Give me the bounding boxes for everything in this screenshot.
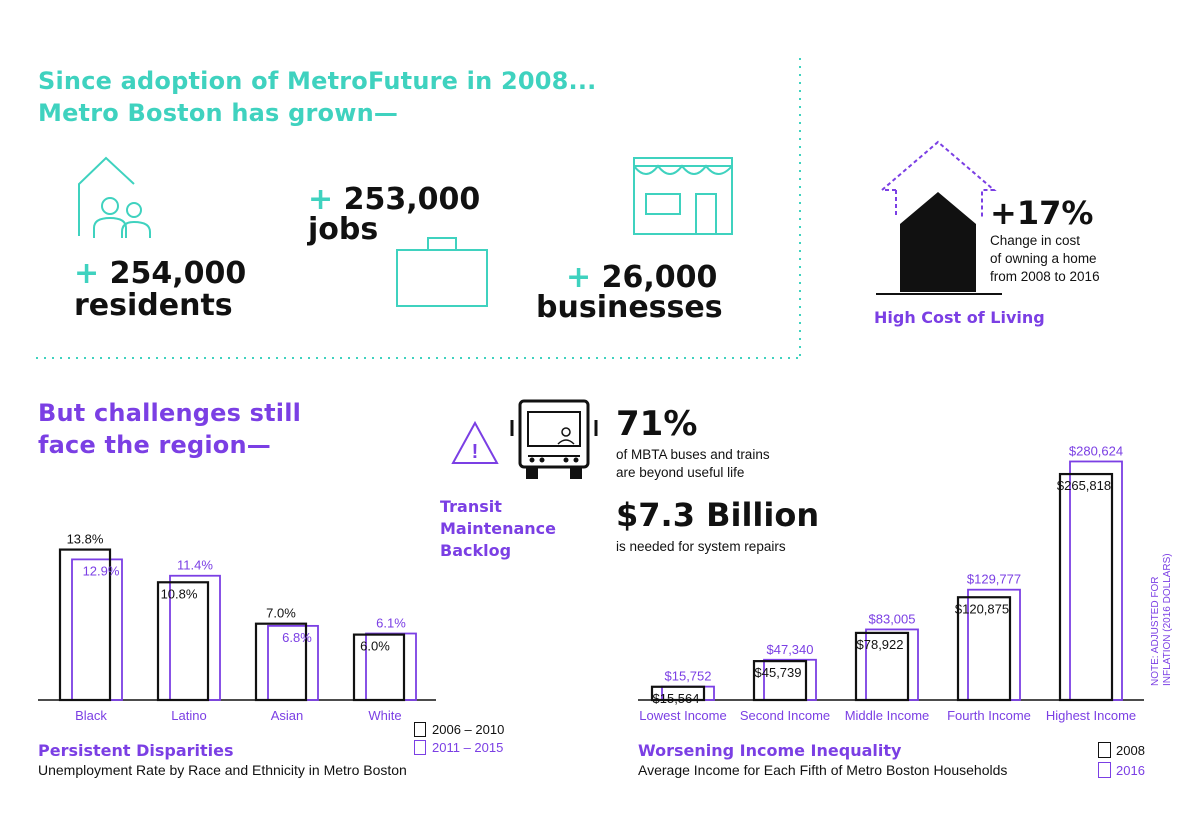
bar-2006 – 2010 [58,548,112,702]
house-people-icon [78,156,151,238]
bar-2008 [854,631,910,702]
legend-item-2006-2010: 2006 – 2010 [414,720,504,738]
bar-2016 [1069,460,1123,701]
cost-desc-line2: of owning a home [990,251,1097,266]
income-legend: 2008 2016 [1098,740,1145,780]
income-note: NOTE: ADJUSTED FOR INFLATION (2016 DOLLA… [1150,553,1173,686]
house-arrow-icon [876,140,1002,295]
legend-swatch [1098,742,1111,758]
cost-desc-line1: Change in cost [990,233,1081,248]
income-title: Worsening Income Inequality [638,741,902,760]
briefcase-icon [396,237,488,307]
unemployment-chart: 13.8% 12.9% Black 11.4% 10.8% Latino 7.0% 6.8% A… [38,532,436,723]
income-subtitle: Average Income for Each Fifth of Metro B… [638,762,1008,778]
bus-icon [510,399,598,479]
bar-2008 [752,660,808,702]
data-label: $78,922 [857,637,904,652]
bar-2008 [650,685,706,702]
data-label: $15,752 [665,669,712,684]
data-label: 12.9% [83,563,120,578]
disparities-title: Persistent Disparities [38,741,234,760]
storefront-icon [633,157,733,235]
tick-label: Middle Income [845,708,930,723]
data-label: $280,624 [1069,443,1123,458]
data-label: 13.8% [67,532,104,547]
cost-desc-line3: from 2008 to 2016 [990,269,1100,284]
bar-2008 [1058,472,1114,702]
data-label: 6.1% [376,616,406,631]
data-label: $129,777 [967,572,1021,587]
header-line1: Since adoption of MetroFuture in 2008... [38,67,597,95]
data-label: 7.0% [266,606,296,621]
data-label: $83,005 [869,611,916,626]
legend-swatch [414,721,426,737]
legend-item-2011-2015: 2011 – 2015 [414,738,504,756]
bar-2006 – 2010 [352,633,406,702]
businesses-label: businesses [536,290,723,325]
data-label: $15,564 [653,691,700,706]
jobs-count: + 253,000 [308,182,481,217]
data-label: 10.8% [161,586,198,601]
cost-title: High Cost of Living [874,308,1045,327]
transit-pct: 71% [616,404,698,444]
transit-title: Transit Maintenance Backlog [440,497,557,560]
residents-count: + 254,000 [74,256,247,291]
svg-text:!: ! [472,441,479,463]
warning-icon: ! [451,420,499,464]
bar-2006 – 2010 [156,581,210,702]
legend-swatch [414,739,426,755]
legend-label: 2016 [1116,762,1145,778]
transit-pct-desc-line1: of MBTA buses and trains [616,447,770,462]
data-label: 6.0% [360,639,390,654]
challenges-line2: face the region— [38,431,271,459]
data-label: $120,875 [955,601,1009,616]
data-label: 11.4% [177,558,213,573]
tick-label: Highest Income [1046,708,1136,723]
bar-2008 [956,596,1012,702]
tick-label: White [368,708,401,723]
transit-pct-desc-line2: are beyond useful life [616,465,745,480]
challenges-line1: But challenges still [38,399,302,427]
legend-label: 2006 – 2010 [432,721,505,737]
tick-label: Asian [271,708,304,723]
jobs-label: jobs [308,212,379,247]
transit-amount-desc: is needed for system repairs [616,539,786,554]
header-line2: Metro Boston has grown— [38,99,399,127]
tick-label: Fourth Income [947,708,1031,723]
data-label: 6.8% [282,630,312,645]
tick-label: Black [75,708,107,723]
data-label: $47,340 [767,642,814,657]
tick-label: Latino [171,708,206,723]
businesses-count: + 26,000 [566,260,718,295]
legend-label: 2011 – 2015 [432,739,504,755]
data-label: $45,739 [755,665,802,680]
legend-swatch [1098,762,1111,778]
legend-item-2016: 2016 [1098,760,1145,780]
disparities-legend: 2006 – 2010 2011 – 2015 [414,720,504,756]
tick-label: Lowest Income [639,708,726,723]
disparities-subtitle: Unemployment Rate by Race and Ethnicity … [38,762,407,778]
transit-amount: $7.3 Billion [616,496,820,534]
data-label: $265,818 [1057,478,1111,493]
tick-label: Second Income [740,708,830,723]
legend-label: 2008 [1116,742,1145,758]
legend-item-2008: 2008 [1098,740,1145,760]
cost-value: +17% [990,194,1094,232]
residents-label: residents [74,288,233,323]
bar-2006 – 2010 [254,622,308,702]
